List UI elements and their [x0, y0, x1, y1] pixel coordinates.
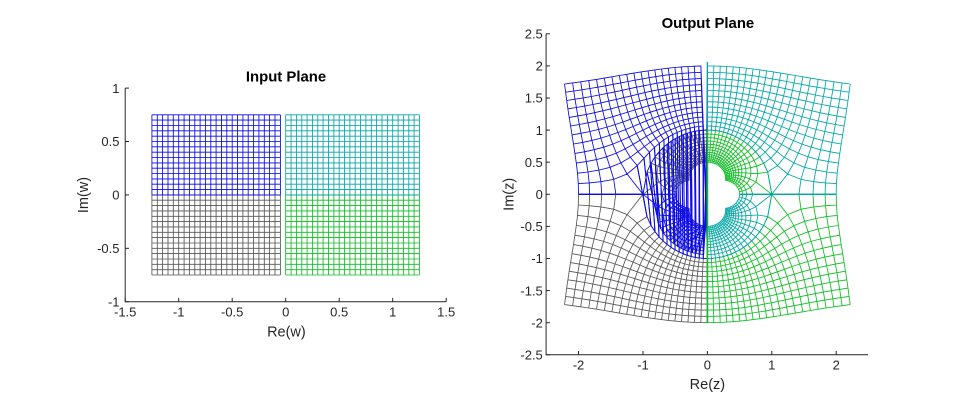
svg-text:Im(w): Im(w) [76, 177, 92, 213]
svg-text:-1: -1 [637, 358, 649, 373]
svg-text:Output Plane: Output Plane [662, 16, 755, 32]
svg-text:-1: -1 [531, 251, 543, 266]
svg-text:-1: -1 [108, 294, 120, 309]
svg-text:1: 1 [768, 358, 775, 373]
svg-text:0: 0 [536, 187, 543, 202]
svg-text:-0.5: -0.5 [221, 305, 243, 320]
svg-text:0.5: 0.5 [525, 155, 543, 170]
svg-text:0: 0 [704, 358, 711, 373]
svg-text:0.5: 0.5 [330, 305, 348, 320]
svg-text:1: 1 [389, 305, 396, 320]
svg-text:Re(w): Re(w) [267, 324, 306, 340]
svg-text:-0.5: -0.5 [97, 241, 119, 256]
svg-text:0: 0 [112, 188, 119, 203]
svg-text:1.5: 1.5 [525, 91, 543, 106]
svg-text:-1.5: -1.5 [520, 283, 542, 298]
svg-text:-2: -2 [531, 315, 543, 330]
svg-text:1: 1 [112, 81, 119, 96]
svg-text:-1.5: -1.5 [114, 305, 136, 320]
svg-text:Input Plane: Input Plane [246, 69, 326, 85]
svg-text:1: 1 [536, 123, 543, 138]
svg-text:-2: -2 [573, 358, 585, 373]
svg-text:2: 2 [536, 59, 543, 74]
svg-text:-0.5: -0.5 [520, 219, 542, 234]
svg-text:Re(z): Re(z) [690, 377, 725, 393]
svg-text:-1: -1 [173, 305, 185, 320]
svg-text:0: 0 [282, 305, 289, 320]
svg-text:2.5: 2.5 [525, 27, 543, 42]
svg-text:1.5: 1.5 [437, 305, 455, 320]
svg-text:-2.5: -2.5 [520, 348, 542, 363]
svg-text:2: 2 [833, 358, 840, 373]
svg-text:0.5: 0.5 [101, 134, 119, 149]
svg-text:Im(z): Im(z) [501, 178, 517, 211]
